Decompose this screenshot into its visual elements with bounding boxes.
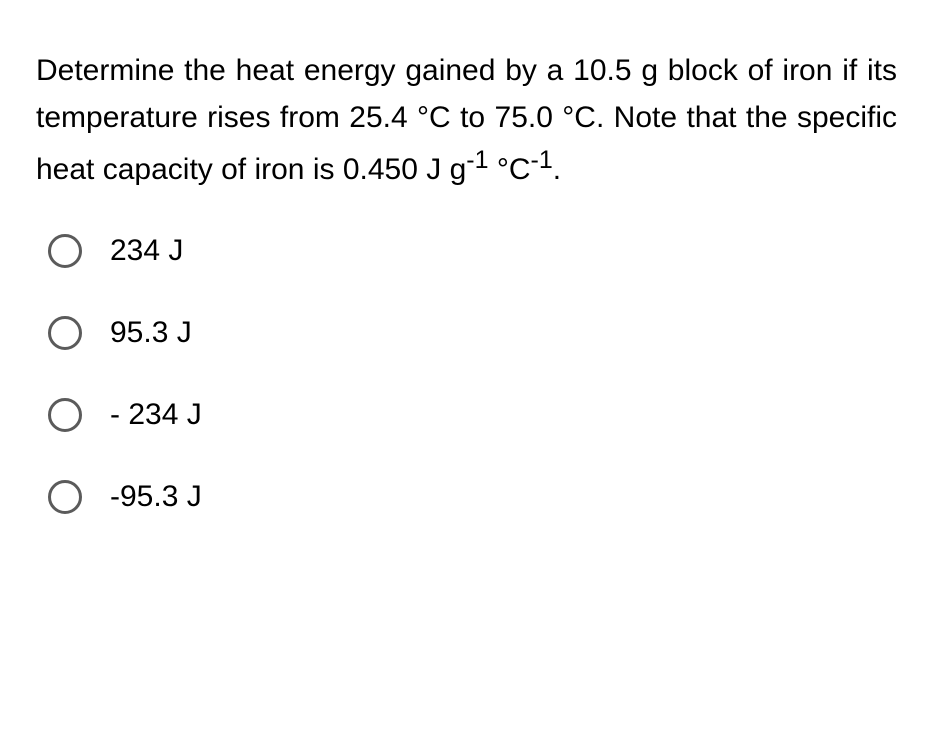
question-text: Determine the heat energy gained by a 10…	[36, 48, 897, 194]
option-label: 234 J	[110, 236, 183, 266]
radio-icon[interactable]	[48, 480, 82, 514]
radio-icon[interactable]	[48, 234, 82, 268]
option-label: - 234 J	[110, 400, 202, 430]
radio-icon[interactable]	[48, 398, 82, 432]
option-2[interactable]: 95.3 J	[48, 316, 897, 350]
question-container: Determine the heat energy gained by a 10…	[0, 0, 933, 514]
options-list: 234 J 95.3 J - 234 J -95.3 J	[36, 234, 897, 514]
radio-icon[interactable]	[48, 316, 82, 350]
option-1[interactable]: 234 J	[48, 234, 897, 268]
option-label: -95.3 J	[110, 482, 202, 512]
option-4[interactable]: -95.3 J	[48, 480, 897, 514]
option-3[interactable]: - 234 J	[48, 398, 897, 432]
option-label: 95.3 J	[110, 318, 192, 348]
